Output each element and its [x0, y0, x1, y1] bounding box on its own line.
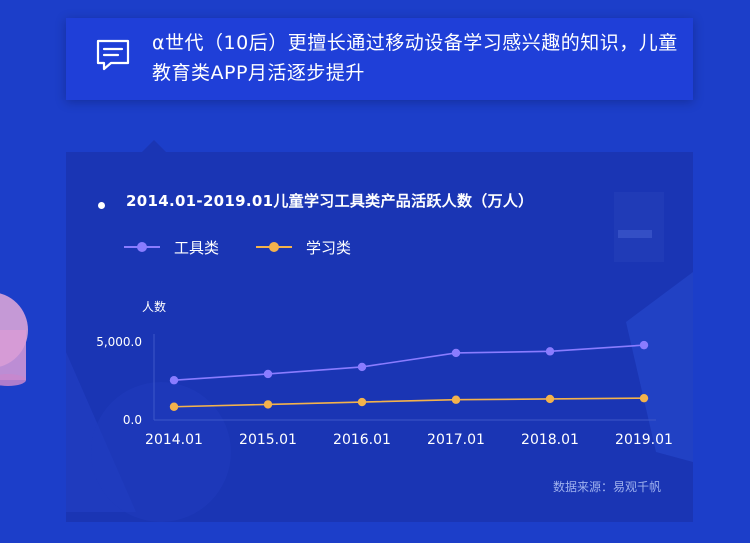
- series-0-point: [639, 340, 649, 350]
- header-text: α世代（10后）更擅长通过移动设备学习感兴趣的知识，儿童教育类APP月活逐步提升: [152, 32, 678, 84]
- y-axis-label: 人数: [142, 300, 167, 314]
- x-tick-label: 2018.01: [521, 432, 579, 448]
- x-tick-label: 2017.01: [427, 432, 485, 448]
- legend-swatch-dot: [269, 242, 279, 252]
- series-line-1: [173, 397, 645, 408]
- x-tick-label: 2019.01: [615, 432, 673, 448]
- series-0-point: [545, 347, 555, 356]
- legend-label-learning: 学习类: [306, 239, 352, 257]
- series-1-point: [545, 394, 555, 404]
- title-bullet: [98, 202, 105, 209]
- series-1-point: [639, 393, 649, 403]
- legend-label-tools: 工具类: [174, 239, 220, 257]
- chart-decoration: [66, 192, 693, 522]
- panel-pointer: [142, 140, 166, 152]
- series-1-point: [357, 397, 367, 407]
- x-tick-label: 2014.01: [145, 432, 203, 448]
- series-0-point: [451, 348, 461, 358]
- series-line-0: [173, 344, 645, 382]
- message-icon: [96, 39, 130, 71]
- legend-swatch-dot: [137, 242, 147, 252]
- source-note: 数据来源：易观千帆: [552, 480, 661, 494]
- chart-title: 2014.01-2019.01儿童学习工具类产品活跃人数（万人）: [126, 192, 534, 210]
- series-0-point: [357, 362, 367, 372]
- series-1-point: [169, 402, 179, 411]
- series-1-point: [451, 395, 461, 404]
- x-tick-label: 2015.01: [239, 432, 297, 448]
- series-0-point: [169, 376, 179, 385]
- y-tick-label: 5,000.0: [96, 335, 142, 349]
- series-0-point: [263, 369, 273, 379]
- x-tick-label: 2016.01: [333, 432, 391, 448]
- chart-panel: 2014.01-2019.01儿童学习工具类产品活跃人数（万人） 工具类 学习类…: [66, 152, 693, 522]
- header-banner: α世代（10后）更擅长通过移动设备学习感兴趣的知识，儿童教育类APP月活逐步提升: [66, 18, 693, 100]
- series-1-point: [263, 400, 273, 409]
- y-tick-label: 0.0: [123, 413, 142, 427]
